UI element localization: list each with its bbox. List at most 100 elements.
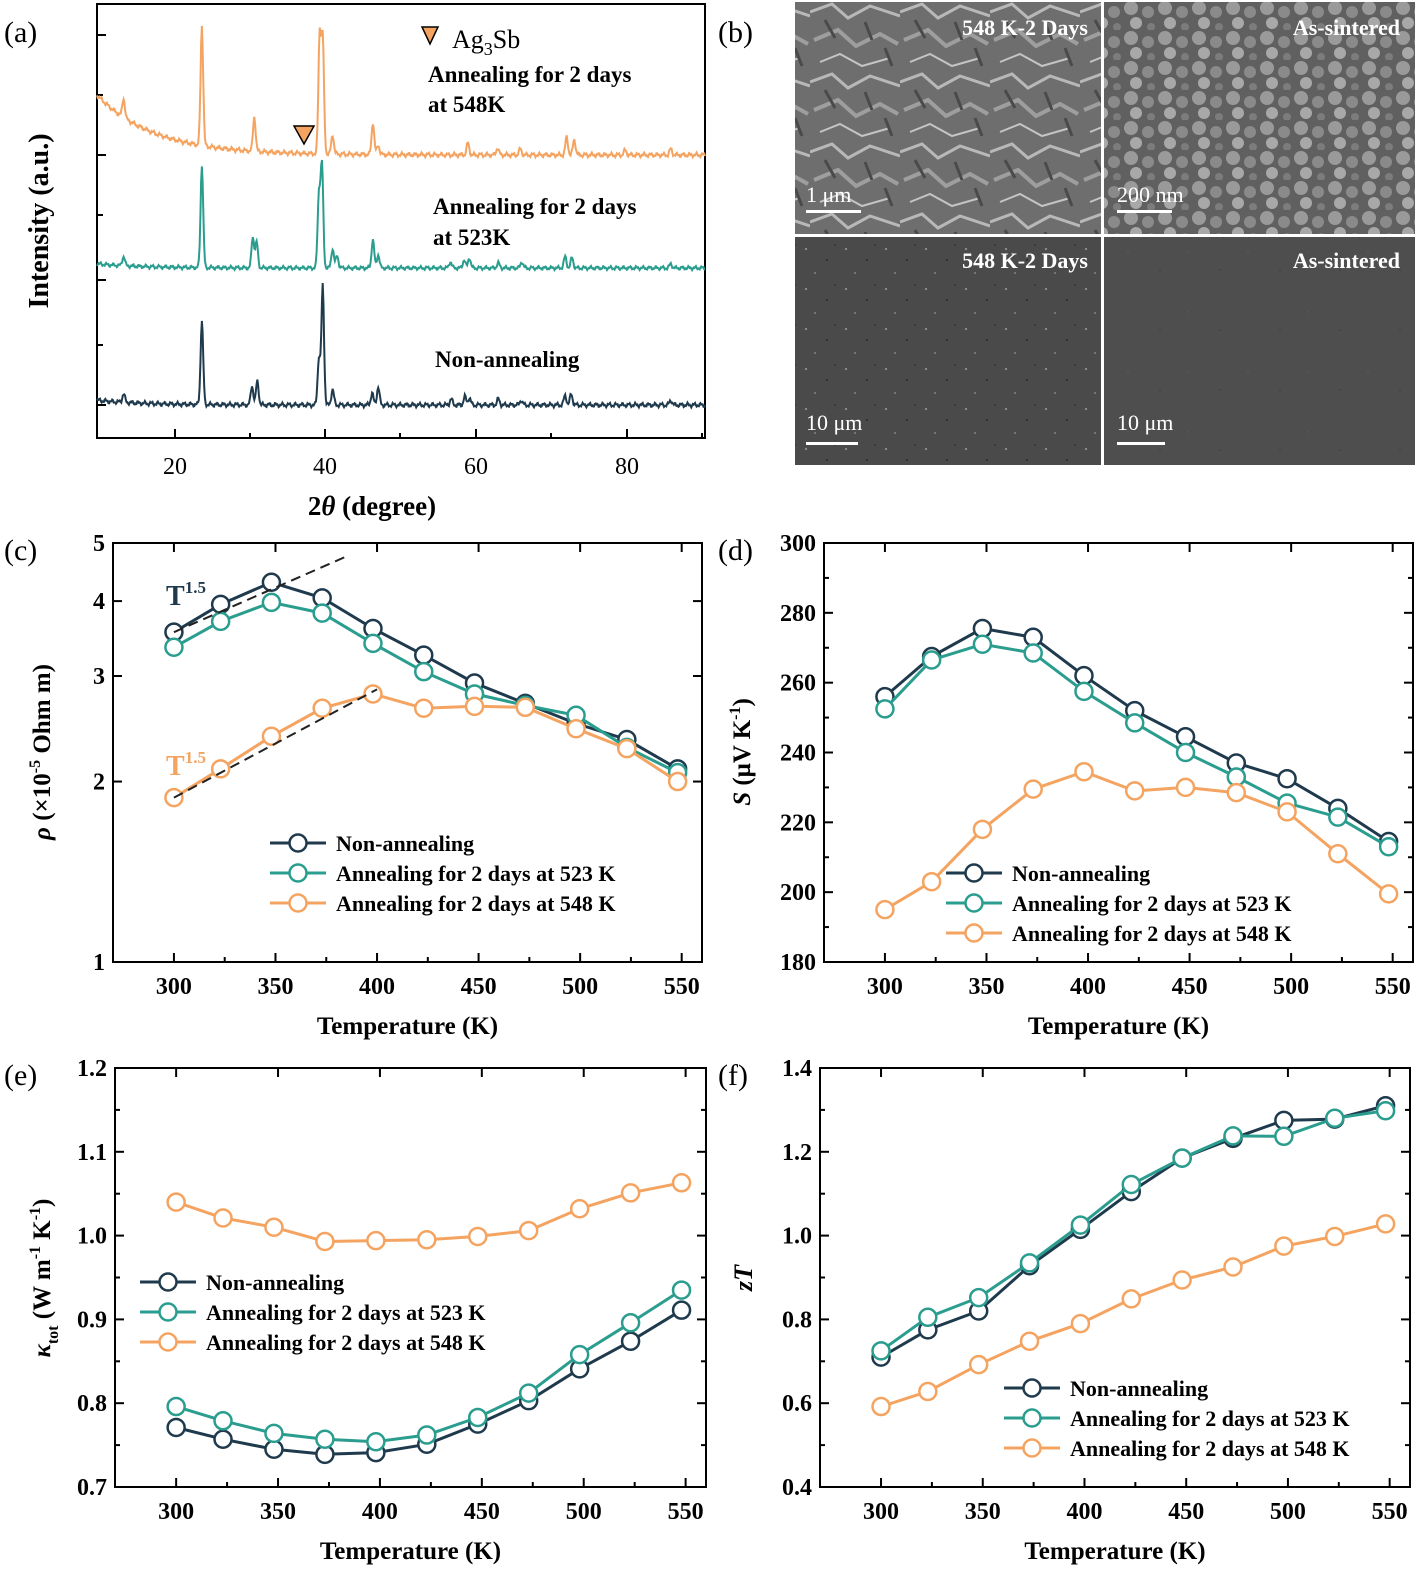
- data-point: [468, 1407, 488, 1428]
- series-line: [883, 642, 1390, 849]
- data-point: [1226, 782, 1247, 803]
- legend-marker: [1022, 1408, 1042, 1428]
- data-point: [210, 611, 231, 632]
- y-tick-label: 1.2: [782, 1140, 812, 1166]
- sem-label-3: 548 K-2 Days: [962, 248, 1088, 273]
- data-point: [1019, 1253, 1040, 1273]
- data-point: [166, 1417, 186, 1438]
- series-line: [880, 1109, 1386, 1353]
- annotation-523k-line2: at 523K: [433, 225, 510, 250]
- data-point: [413, 645, 434, 665]
- data-point: [1172, 1270, 1192, 1290]
- y-tick-label: 4: [93, 589, 105, 615]
- data-point: [667, 771, 688, 792]
- panel-c: (c) 300 350 400 450 500 550 1 2 3 4 5 Non-annealing A…: [4, 531, 703, 1040]
- annotation-non-annealing: Non-annealing: [435, 347, 580, 372]
- y-tick-label: 200: [780, 880, 816, 906]
- panel-e: (e) 300 350 400 450 500 550 0.7 0.8 0.9 1.0 1.1 1.2 N…: [4, 1056, 707, 1565]
- data-point: [1274, 1236, 1294, 1256]
- legend-marker: [288, 833, 308, 853]
- legend-label: Non-annealing: [336, 831, 474, 856]
- label-part: ρ: [29, 827, 56, 841]
- x-tick-label: 450: [464, 1499, 500, 1525]
- data-point: [468, 1226, 488, 1247]
- x-tick-label: 500: [562, 974, 598, 1000]
- data-point: [1070, 1313, 1091, 1334]
- data-point: [871, 1341, 891, 1361]
- legend-label: Annealing for 2 days at 523 K: [1012, 891, 1292, 916]
- data-point: [569, 1199, 590, 1219]
- data-point: [312, 603, 332, 623]
- y-tick-label: 180: [780, 950, 816, 976]
- series-annotations: Annealing for 2 days at 548K Annealing f…: [428, 62, 636, 372]
- data-point: [671, 1173, 692, 1193]
- data-point: [1074, 681, 1094, 702]
- data-point: [1175, 742, 1196, 763]
- y-tick-label: 240: [780, 741, 816, 767]
- data-point: [620, 1183, 641, 1203]
- sem-scale-3: 10 μm: [806, 410, 862, 435]
- x-tick-label: 550: [1372, 1499, 1408, 1525]
- y-axis-label: S (μV K-1): [727, 698, 756, 806]
- data-point: [315, 1429, 335, 1449]
- label-part: κ: [29, 1343, 56, 1357]
- legend-label: Non-annealing: [1012, 861, 1150, 886]
- data-point: [363, 633, 383, 654]
- y-tick-label: 0.7: [77, 1475, 107, 1501]
- label-part: -1: [27, 1246, 44, 1259]
- plot-frame: [112, 542, 703, 963]
- data-point: [1378, 884, 1399, 904]
- data-point: [671, 1280, 692, 1300]
- data-point: [264, 1217, 284, 1237]
- data-point: [210, 594, 231, 615]
- data-point: [1277, 802, 1297, 822]
- panel-letter: (c): [4, 534, 37, 567]
- sem-scale-2: 200 nm: [1117, 182, 1184, 207]
- x-axis-label: 2θ (degree): [308, 491, 436, 521]
- x-axis-label: Temperature (K): [320, 1538, 501, 1565]
- x-tick-label: 350: [260, 1499, 296, 1525]
- legend-marker: [964, 893, 984, 913]
- data-point: [1375, 1100, 1396, 1121]
- data-point: [875, 699, 895, 719]
- data-point: [166, 1192, 186, 1212]
- label-part: ): [29, 1199, 56, 1207]
- data-point: [1223, 1257, 1243, 1277]
- ag3sb-legend-label: Ag3Sb: [452, 25, 520, 59]
- data-point: [1175, 777, 1196, 798]
- data-point: [1074, 665, 1094, 686]
- x-tick-label: 500: [1270, 1499, 1306, 1525]
- x-tick-label: 400: [1070, 974, 1106, 1000]
- data-point: [1274, 1110, 1294, 1131]
- x-tick-label: 400: [362, 1499, 398, 1525]
- panel-d: (d) 300 350 400 450 500 550 180 200 220 240 260 280 3…: [718, 531, 1414, 1040]
- data-point: [417, 1230, 437, 1250]
- data-point: [620, 1313, 641, 1333]
- data-point: [1124, 713, 1145, 733]
- sem-bar-2: [1117, 210, 1172, 213]
- y-axis-label: zT: [729, 1264, 758, 1292]
- label-part: 1.5: [185, 578, 206, 597]
- sem-image-1: [795, 2, 1101, 234]
- data-point: [875, 899, 895, 920]
- sem-bar-3: [806, 442, 858, 445]
- data-point: [1023, 643, 1043, 663]
- annotation-523k-line1: Annealing for 2 days: [433, 194, 636, 219]
- x-axis-label: Temperature (K): [1028, 1013, 1209, 1040]
- legend-label: Annealing for 2 days at 523 K: [206, 1300, 486, 1325]
- label-part: -1: [27, 1207, 44, 1220]
- data-point: [363, 684, 383, 704]
- x-tick-label: 550: [664, 974, 700, 1000]
- y-tick-label: 0.8: [782, 1307, 812, 1333]
- legend-marker: [288, 863, 308, 883]
- annotation-t15: T1.5: [166, 748, 206, 782]
- data-point: [921, 871, 942, 892]
- sem-scale-4: 10 μm: [1117, 410, 1173, 435]
- legend-label: Annealing for 2 days at 548 K: [1070, 1436, 1350, 1461]
- data-point: [1328, 807, 1348, 827]
- x-tick-label: 350: [968, 974, 1004, 1000]
- label-part: 1.5: [185, 748, 206, 767]
- y-tick-label: 0.4: [782, 1475, 812, 1501]
- sem-bar-1: [806, 210, 861, 213]
